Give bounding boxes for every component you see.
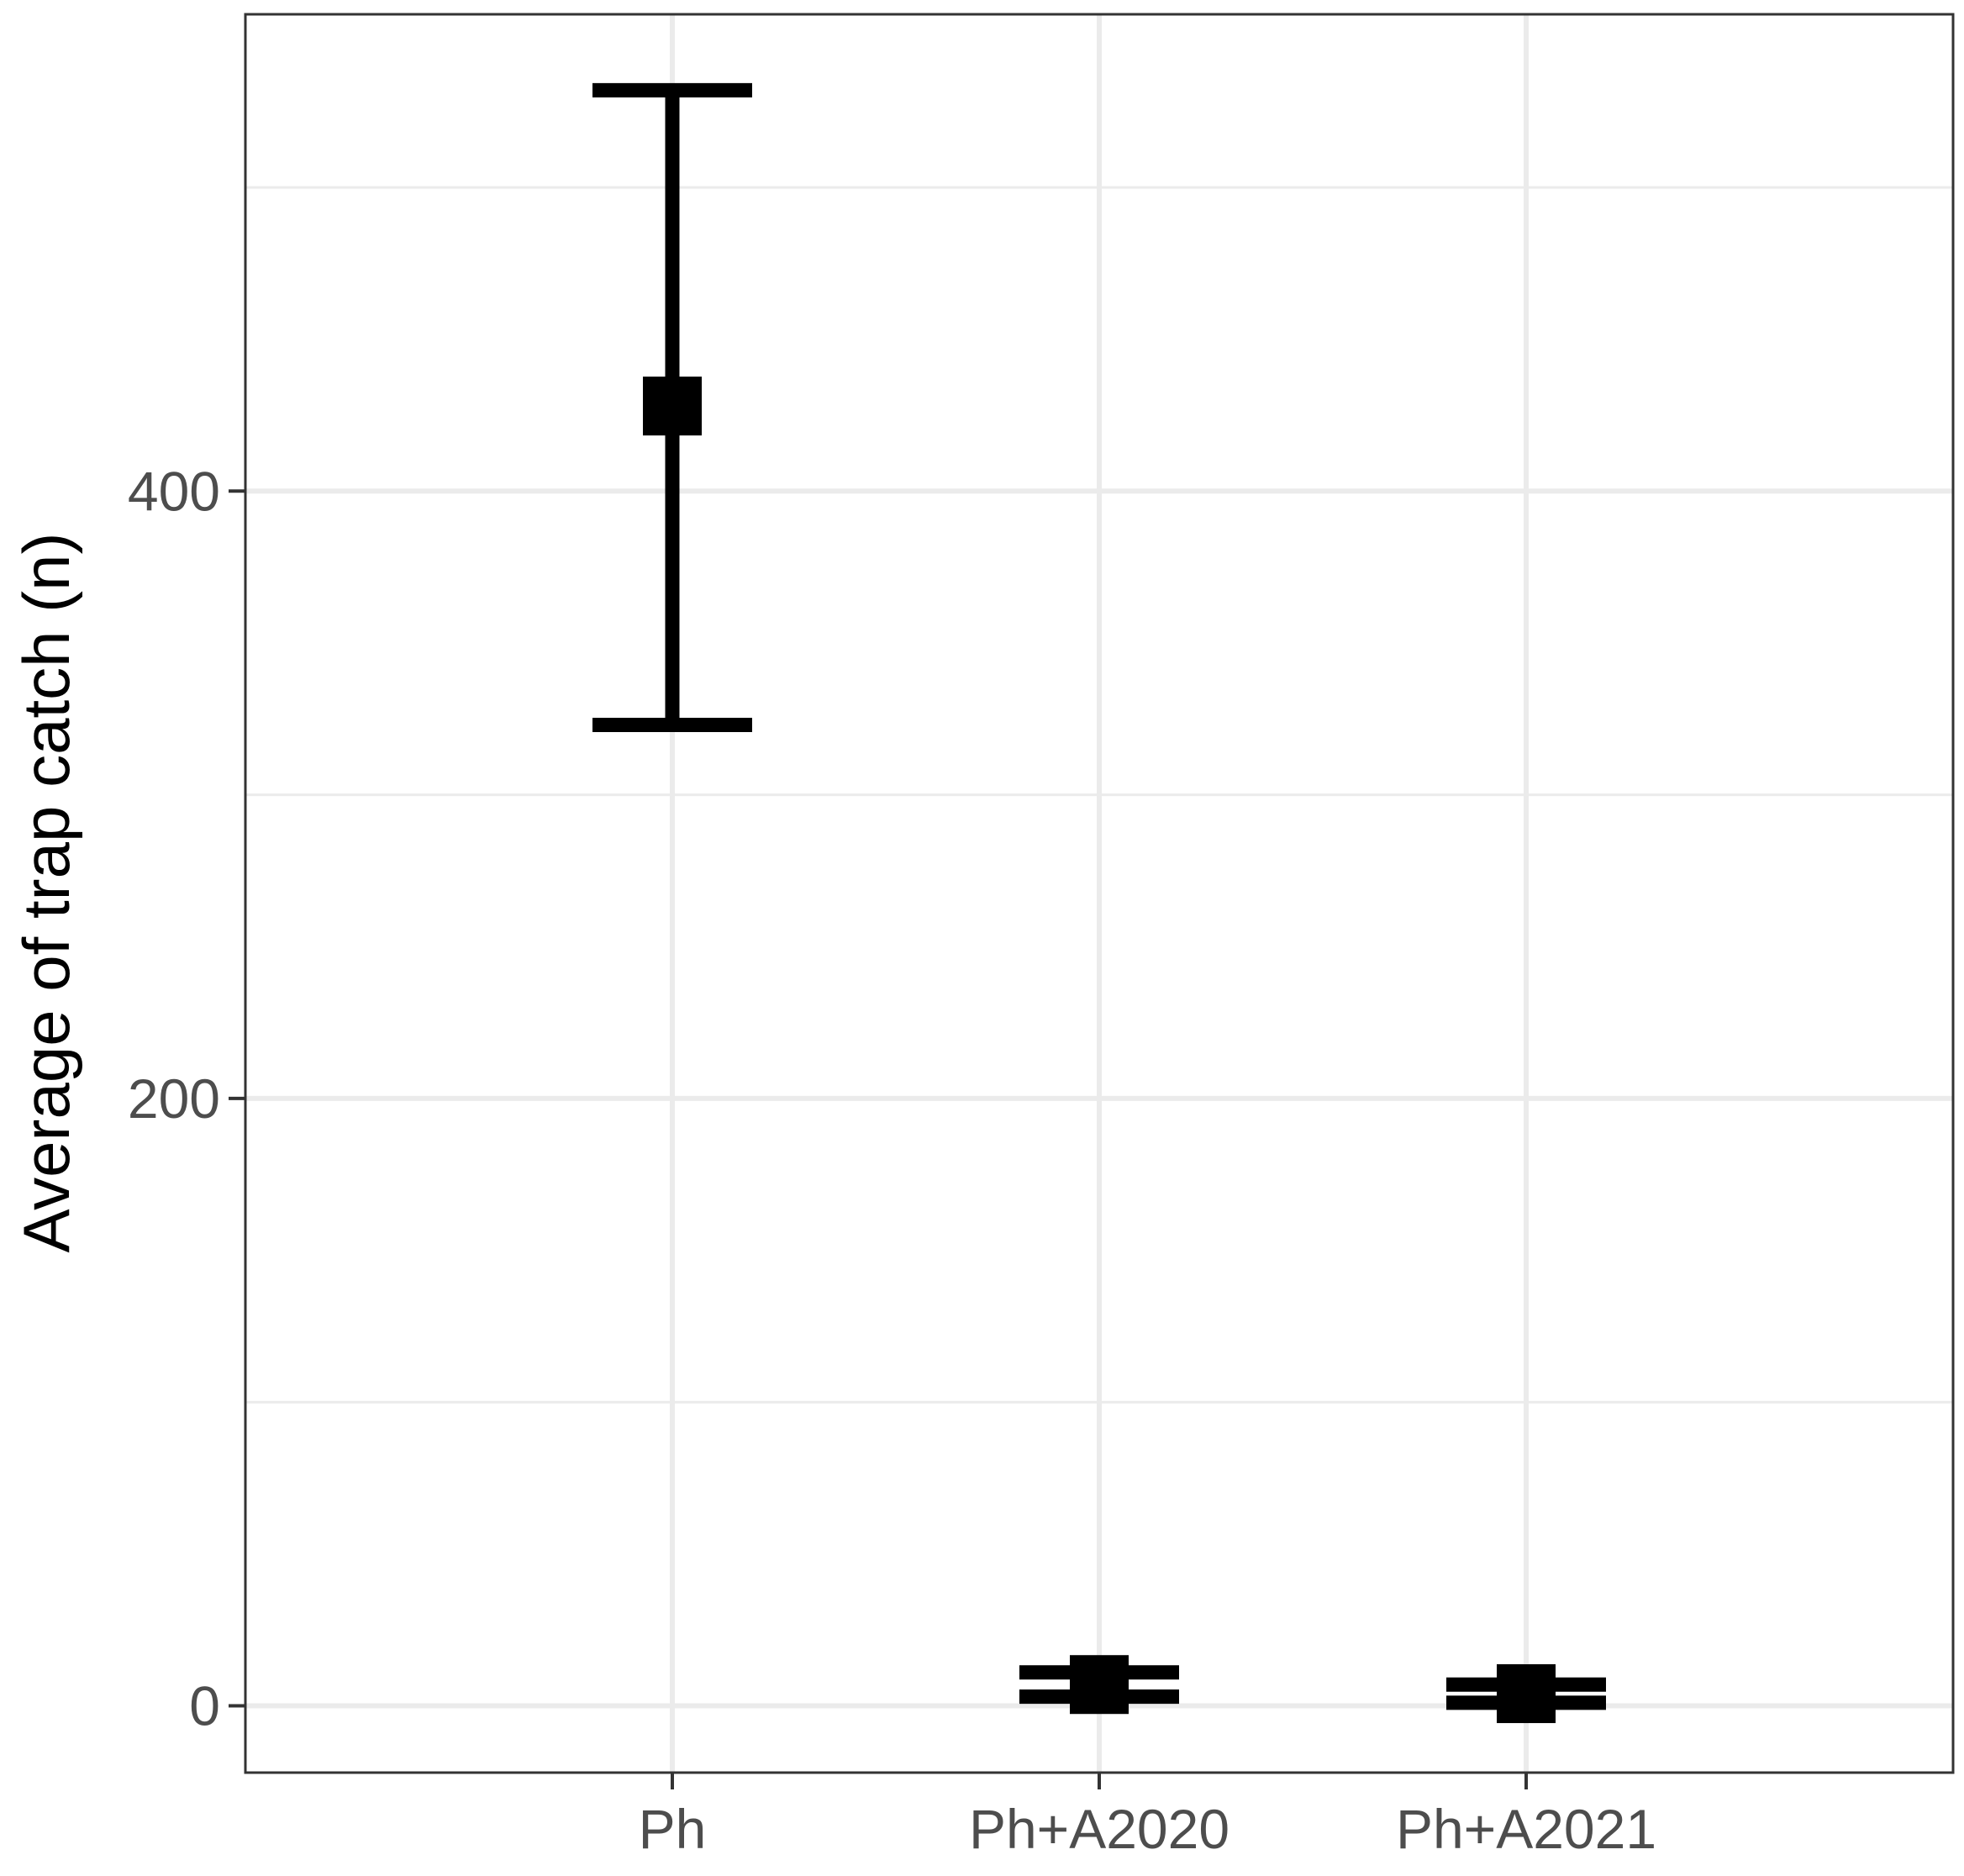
x-tick-label: Ph+A2021 <box>1396 1798 1656 1860</box>
mean-point-marker <box>1497 1664 1556 1724</box>
y-tick-label: 0 <box>189 1675 220 1737</box>
y-tick-label: 400 <box>128 460 220 522</box>
x-tick-label: Ph+A2020 <box>969 1798 1229 1860</box>
y-axis-title: Average of trap catch (n) <box>9 532 83 1252</box>
x-tick-label: Ph <box>639 1798 707 1860</box>
mean-point-marker <box>1070 1655 1129 1715</box>
y-tick-label: 200 <box>128 1067 220 1130</box>
mean-point-marker <box>643 377 702 436</box>
axes: 0 200 400 Ph Ph+A2020 Ph+A2021 <box>128 460 1656 1860</box>
data-marks <box>592 82 1606 1724</box>
